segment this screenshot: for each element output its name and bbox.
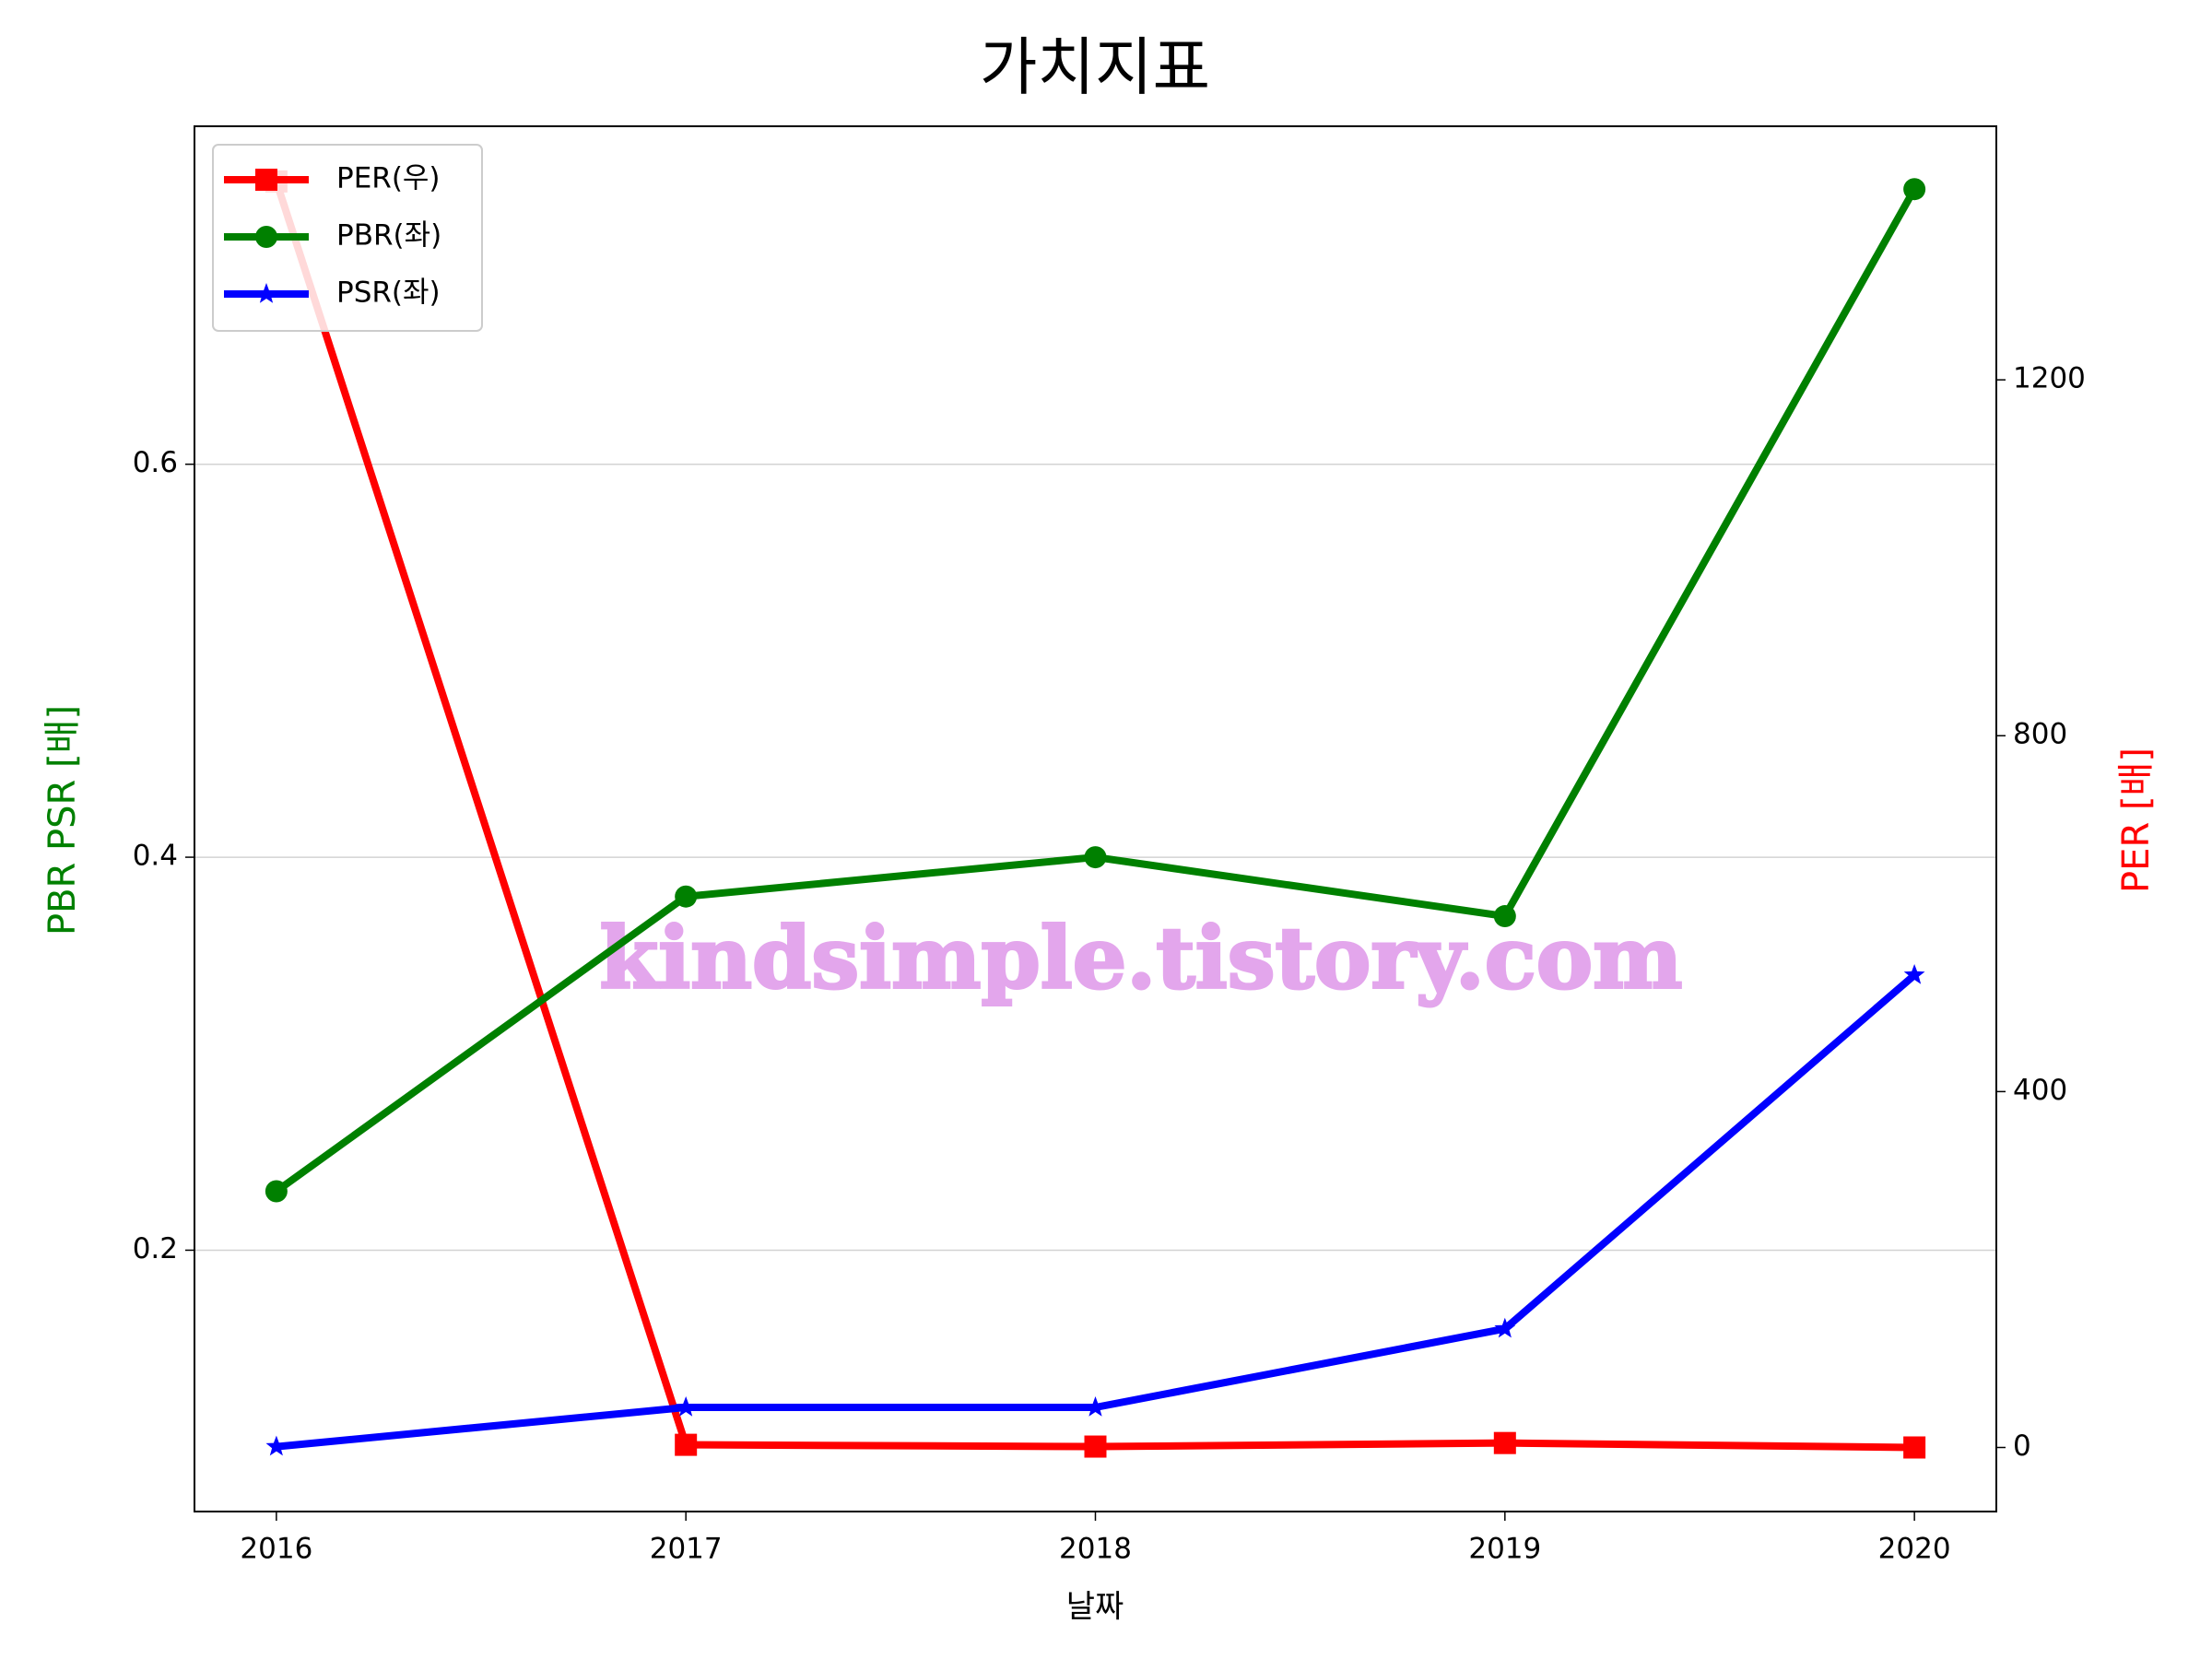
y2-tick-label: 400 — [2013, 1074, 2067, 1107]
legend-label: PER(우) — [336, 162, 441, 195]
y2-tick-label: 0 — [2013, 1430, 2031, 1463]
legend-box — [212, 144, 483, 332]
legend-marker — [255, 226, 277, 248]
y-tick-label: 0.2 — [133, 1232, 178, 1265]
legend-label: PSR(좌) — [336, 276, 441, 310]
chart-title: 가치지표 — [980, 32, 1210, 105]
x-tick-label: 2017 — [650, 1533, 723, 1566]
marker — [675, 885, 698, 908]
marker — [1493, 1431, 1516, 1454]
watermark: kindsimple.tistory.com — [599, 909, 1682, 1008]
y2-tick-label: 1200 — [2013, 362, 2086, 395]
marker — [1903, 178, 1926, 201]
legend-marker — [255, 283, 277, 303]
marker — [675, 1433, 698, 1456]
legend-label: PBR(좌) — [336, 219, 441, 253]
y-tick-label: 0.4 — [133, 840, 178, 873]
marker — [1903, 964, 1925, 984]
x-tick-label: 2018 — [1059, 1533, 1132, 1566]
y2-tick-label: 800 — [2013, 718, 2067, 751]
marker — [1903, 1436, 1926, 1459]
x-axis-label: 날짜 — [1066, 1589, 1124, 1626]
y2-axis-label: PER [배] — [2115, 747, 2158, 893]
x-tick-label: 2019 — [1468, 1533, 1541, 1566]
y-axis-label: PBR PSR [배] — [41, 705, 84, 935]
marker — [1493, 905, 1516, 928]
marker — [265, 1180, 288, 1203]
marker — [1494, 1317, 1516, 1338]
marker — [1085, 1396, 1106, 1417]
x-tick-label: 2020 — [1878, 1533, 1951, 1566]
y-tick-label: 0.6 — [133, 446, 178, 479]
x-tick-label: 2016 — [240, 1533, 312, 1566]
plot-frame — [194, 125, 1997, 1512]
legend-marker — [255, 169, 277, 191]
marker — [1084, 846, 1107, 869]
marker — [265, 1435, 288, 1456]
marker — [675, 1396, 697, 1417]
marker — [1084, 1435, 1107, 1458]
